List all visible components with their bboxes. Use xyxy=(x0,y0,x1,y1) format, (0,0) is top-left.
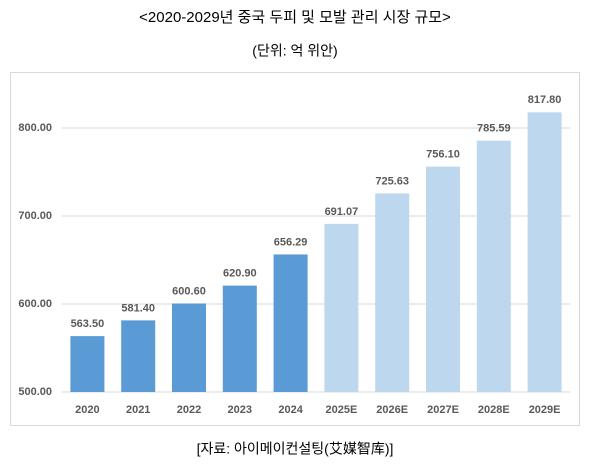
chart-subtitle: (단위: 억 위안) xyxy=(252,43,337,59)
bar xyxy=(273,254,308,392)
value-label: 581.40 xyxy=(121,302,155,314)
x-tick-label: 2021 xyxy=(126,404,150,416)
x-tick-label: 2028E xyxy=(478,404,510,416)
bar xyxy=(324,223,359,392)
x-tick-label: 2027E xyxy=(427,404,459,416)
value-label: 725.63 xyxy=(375,175,409,187)
value-label: 563.50 xyxy=(71,318,105,330)
bar xyxy=(172,303,206,392)
y-tick-label: 500.00 xyxy=(18,386,52,398)
x-tick-label: 2026E xyxy=(376,404,408,416)
chart-frame xyxy=(10,72,580,426)
value-label: 620.90 xyxy=(223,268,257,280)
value-label: 691.07 xyxy=(325,206,359,218)
value-label: 756.10 xyxy=(426,149,460,161)
x-tick-label: 2025E xyxy=(325,404,357,416)
chart-title: <2020-2029년 중국 두피 및 모발 관리 시장 규모> xyxy=(139,9,451,26)
bar xyxy=(121,320,156,392)
y-tick-label: 600.00 xyxy=(18,298,52,310)
bar xyxy=(527,112,562,392)
x-tick-label: 2020 xyxy=(75,404,99,416)
value-label: 817.80 xyxy=(528,94,562,106)
x-tick-label: 2029E xyxy=(529,404,561,416)
value-label: 656.29 xyxy=(274,236,308,248)
source-note: [자료: 아이메이컨설팅(艾媒智库)] xyxy=(197,441,394,457)
bar xyxy=(70,336,105,392)
value-label: 785.59 xyxy=(477,123,511,135)
bar xyxy=(222,285,257,392)
x-tick-label: 2024 xyxy=(278,404,303,416)
x-tick-label: 2022 xyxy=(177,404,201,416)
value-label: 600.60 xyxy=(172,285,206,297)
bar xyxy=(375,193,410,392)
y-tick-label: 800.00 xyxy=(18,122,52,134)
y-tick-label: 700.00 xyxy=(18,210,52,222)
bar xyxy=(476,140,511,392)
bar xyxy=(426,166,460,392)
x-tick-label: 2023 xyxy=(228,404,252,416)
